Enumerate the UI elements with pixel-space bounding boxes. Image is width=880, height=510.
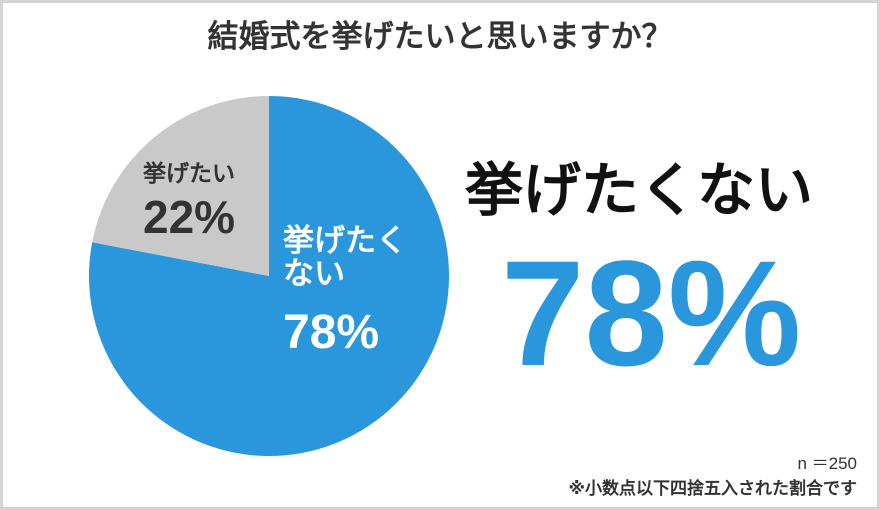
pie-slice [92, 96, 269, 276]
value-label: 22% [143, 191, 236, 243]
footnote: ※小数点以下四捨五入された割合です [568, 479, 857, 498]
category-label: 挙げたくない [283, 223, 407, 291]
pie-area [88, 96, 449, 457]
sample-size: n ＝250 [797, 454, 857, 473]
chart-title: 結婚式を挙げたいと思いますか？ [207, 19, 673, 54]
category-label: 挙げたい [143, 160, 235, 186]
highlight-value: 78% [501, 229, 802, 397]
highlight-category: 挙げたくない [465, 158, 814, 223]
value-label: 78% [283, 306, 380, 359]
